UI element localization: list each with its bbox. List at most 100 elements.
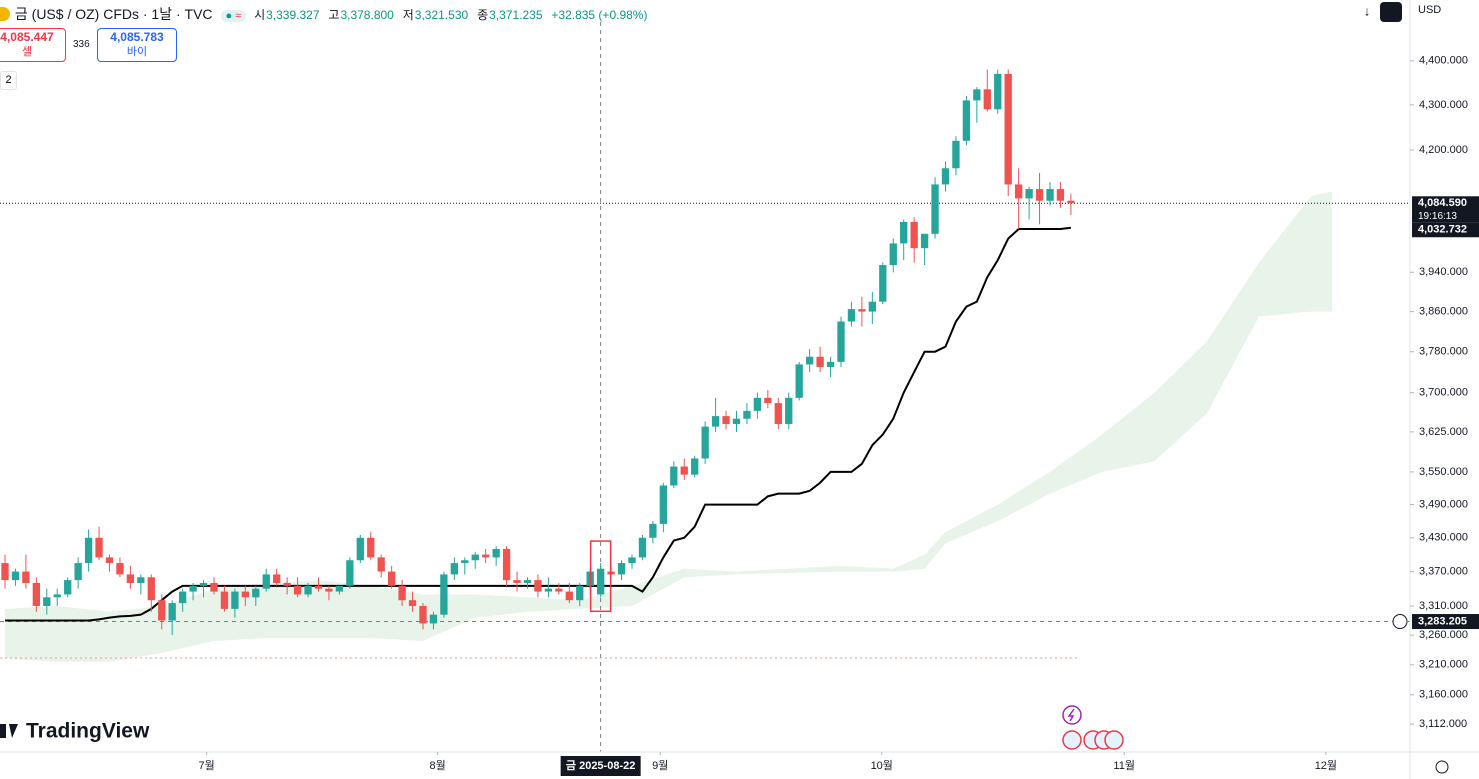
currency[interactable]: USD xyxy=(1418,4,1442,16)
symbol-icon xyxy=(0,7,10,21)
candle-body xyxy=(816,356,824,367)
candle-body xyxy=(1,563,9,581)
symbol: 금 (US$ / OZ) CFDs · 1날 · TVC xyxy=(14,6,213,22)
candle-body xyxy=(910,221,918,249)
candle-body xyxy=(837,321,845,362)
candle-body xyxy=(32,582,41,606)
candle-body xyxy=(544,588,553,592)
candle-body xyxy=(805,356,814,365)
candle-body xyxy=(826,361,835,367)
y-tick-label: 3,260.000 xyxy=(1419,629,1468,641)
y-tick-label: 3,310.000 xyxy=(1419,600,1468,612)
y-tick-label: 3,370.000 xyxy=(1419,565,1468,577)
candle-body xyxy=(659,485,668,524)
plot xyxy=(0,22,1410,752)
event-icon[interactable] xyxy=(1062,705,1082,725)
candle-body xyxy=(178,591,187,604)
x-tick-label: 9월 xyxy=(652,759,668,772)
candle-body xyxy=(335,585,344,592)
candle-body xyxy=(941,168,950,185)
candle-body xyxy=(774,403,782,424)
candle-body xyxy=(53,594,61,598)
candle-body xyxy=(95,537,103,558)
candle-body xyxy=(711,416,720,427)
candle-body xyxy=(116,563,124,575)
sell-button[interactable]: 4,085.447 셀 xyxy=(0,28,66,62)
settings-button[interactable] xyxy=(1435,760,1449,774)
flag-icon[interactable] xyxy=(1062,730,1082,750)
candle-body xyxy=(199,582,208,586)
candle-body xyxy=(722,416,730,424)
buy-price: 4,085.783 xyxy=(110,30,164,44)
candle-body xyxy=(1035,189,1044,201)
candle-body xyxy=(147,577,155,601)
candle-body xyxy=(408,600,417,606)
candle-body xyxy=(889,243,897,266)
y-tick-label: 3,112.000 xyxy=(1419,718,1467,730)
candle-body xyxy=(973,89,981,101)
y-tick-label: 3,210.000 xyxy=(1419,659,1468,671)
candle-body xyxy=(11,571,20,581)
candle-body xyxy=(900,221,908,244)
candle-body xyxy=(680,466,688,475)
sell-label: 셀 xyxy=(21,46,33,58)
candle-body xyxy=(1046,189,1054,201)
high-value: 3,378.800 xyxy=(340,8,394,22)
candle-body xyxy=(555,588,563,592)
candle-body xyxy=(398,585,406,601)
candle-body xyxy=(262,574,270,589)
crosshair-date: 금 2025-08-22 xyxy=(566,759,635,772)
y-tick-label: 3,625.000 xyxy=(1419,426,1468,438)
y-tick-label: 3,700.000 xyxy=(1419,387,1468,399)
indicator-count[interactable]: 2 xyxy=(0,71,17,90)
candle-body xyxy=(252,588,260,598)
candle-body xyxy=(858,309,866,312)
buy-button[interactable]: 4,085.783 바이 xyxy=(97,28,177,62)
candle-body xyxy=(952,140,960,169)
crosshair-price-label: 3,283.205 xyxy=(1418,615,1467,627)
y-tick-label: 3,550.000 xyxy=(1419,466,1468,478)
candle-body xyxy=(931,184,939,234)
buy-label: 바이 xyxy=(126,46,148,58)
candle-body xyxy=(429,614,438,624)
candle-body xyxy=(701,426,709,459)
candle-body xyxy=(753,397,762,411)
header: 금 (US$ / OZ) CFDs · 1날 · TVC ● ≈ 시3,339.… xyxy=(0,4,648,24)
candle-body xyxy=(220,591,229,609)
x-tick-label: 11월 xyxy=(1113,759,1135,772)
screenshot-button[interactable] xyxy=(1380,2,1402,22)
flag-icons[interactable] xyxy=(1062,730,1124,750)
candle-body xyxy=(314,585,323,589)
candle-body xyxy=(325,588,333,592)
low-label: 저 xyxy=(402,8,414,22)
candle-body xyxy=(74,563,82,581)
candle-body xyxy=(534,580,542,592)
candle-body xyxy=(367,537,375,558)
line-last-label: 4,032.732 xyxy=(1418,224,1467,236)
candle-body xyxy=(1067,200,1075,204)
candle-body xyxy=(879,265,887,302)
status-badge[interactable]: ● ≈ xyxy=(221,10,247,22)
candle-body xyxy=(64,580,72,595)
candle-body xyxy=(868,301,877,312)
candle-body xyxy=(304,585,312,595)
y-tick-label: 3,160.000 xyxy=(1419,689,1468,701)
candle-body xyxy=(962,100,971,141)
candle-body xyxy=(764,397,772,404)
candle-body xyxy=(440,574,448,615)
arrow-button[interactable]: ↓ xyxy=(1364,3,1371,18)
candle-body xyxy=(210,582,218,592)
add-alert-button[interactable] xyxy=(1392,614,1408,630)
x-tick-label: 12월 xyxy=(1315,759,1337,772)
candle-body xyxy=(1056,189,1065,201)
y-tick-label: 3,940.000 xyxy=(1419,266,1468,278)
candle-body xyxy=(638,537,647,558)
flag-icon[interactable] xyxy=(1104,730,1124,750)
candle-body xyxy=(1004,73,1012,185)
candle-body xyxy=(273,574,281,583)
candle-body xyxy=(387,571,396,586)
sell-price: 4,085.447 xyxy=(0,30,54,44)
candle-body xyxy=(419,605,427,624)
